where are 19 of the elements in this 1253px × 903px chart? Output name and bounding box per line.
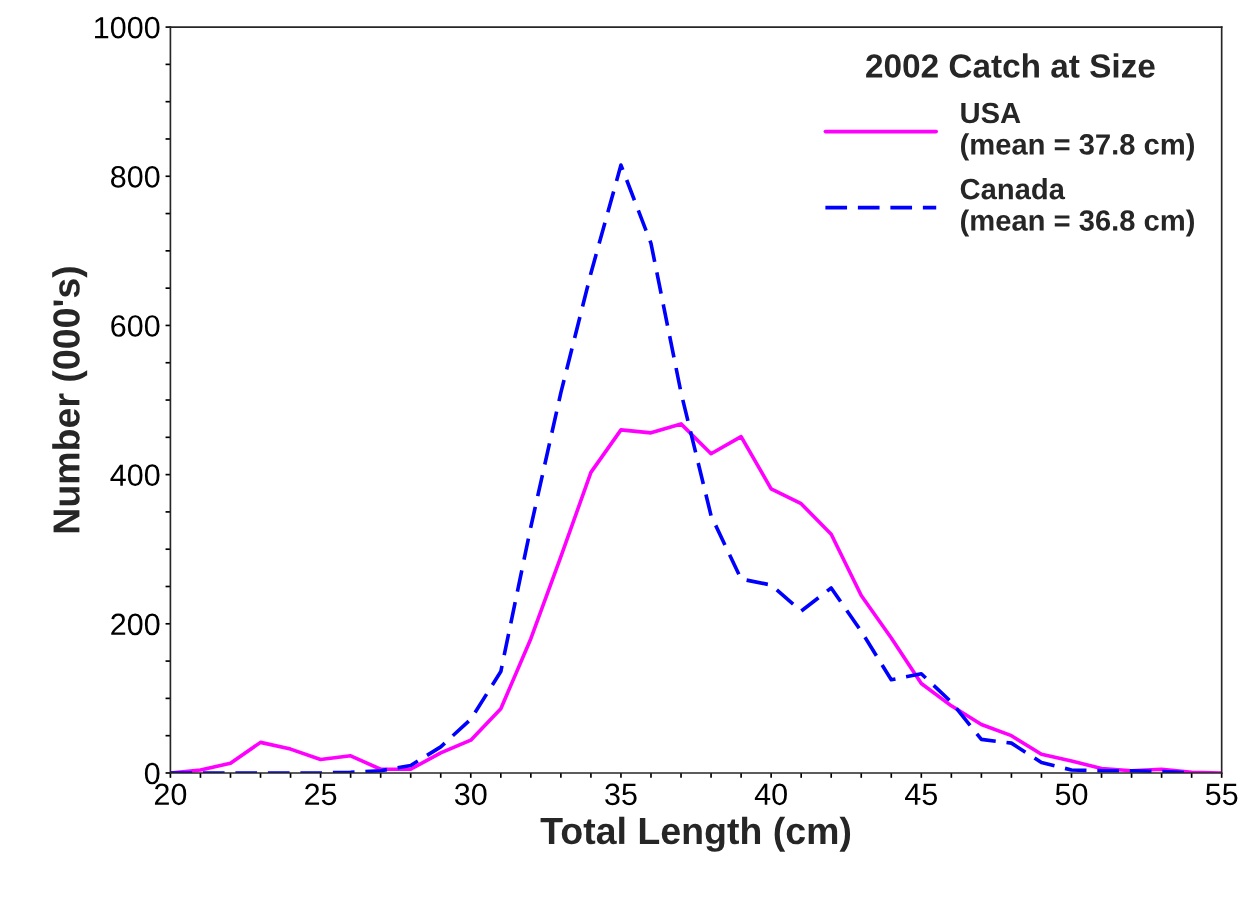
x-tick-label: 40 <box>754 783 787 806</box>
x-tick-label: 30 <box>454 783 487 806</box>
x-tick-label: 45 <box>905 783 938 806</box>
y-tick-label: 400 <box>110 464 160 486</box>
x-tick-label: 35 <box>605 783 637 806</box>
legend-label: Canada (mean = 36.8 cm) <box>960 178 1194 237</box>
legend-label: USA (mean = 37.8 cm) <box>961 102 1194 161</box>
y-axis-title: Number (000's) <box>52 267 88 533</box>
y-tick-label: 200 <box>111 613 160 636</box>
x-axis-title: Total Length (cm) <box>540 816 851 852</box>
legend-title: 2002 Catch at Size <box>866 53 1155 78</box>
x-tick-label: 50 <box>1055 783 1088 806</box>
y-tick-label: 800 <box>111 166 160 188</box>
y-tick-label: 600 <box>111 315 160 337</box>
y-tick-label: 1000 <box>95 16 160 39</box>
x-tick-label: 55 <box>1205 783 1238 806</box>
x-tick-label: 20 <box>154 783 187 806</box>
y-tick-label: 0 <box>144 762 160 785</box>
x-tick-label: 25 <box>305 783 337 806</box>
